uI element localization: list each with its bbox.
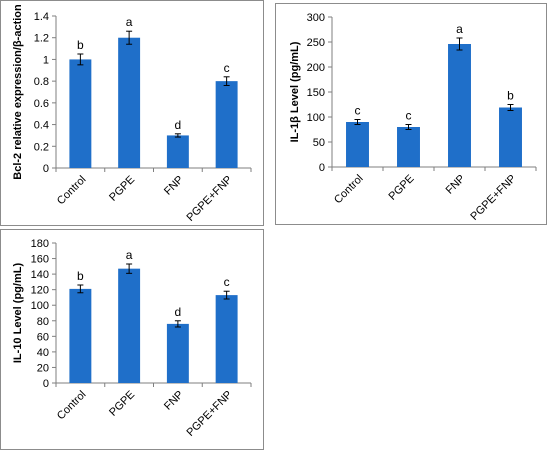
il1b-bar: [448, 44, 471, 167]
bcl2-bar: [215, 81, 238, 168]
il1b-significance-label: c: [406, 109, 412, 123]
bcl2-y-tick-label: 0.8: [34, 76, 49, 88]
il10-chart-panel: 0 20 40 60 80 100 120 140 160 180 b Control a PGPE d FN…: [0, 229, 264, 450]
il1b-category-label: FNP: [444, 173, 468, 197]
il10-y-tick-label: 40: [37, 347, 49, 359]
il10-y-tick-label: 180: [31, 238, 49, 250]
il10-y-tick-label: 100: [31, 300, 49, 312]
bcl2-category-label: PGPE: [107, 174, 137, 204]
bcl2-significance-label: c: [224, 61, 230, 75]
il10-significance-label: b: [77, 269, 84, 283]
bcl2-significance-label: d: [175, 118, 182, 132]
il1b-bar: [499, 107, 522, 167]
il1b-significance-label: b: [507, 89, 514, 103]
il1b-y-tick-label: 100: [307, 112, 325, 124]
il10-y-tick-label: 120: [31, 285, 49, 297]
bcl2-chart-panel: 0 0.2 0.4 0.6 0.8 1 1.2 1.4 b Control a PGPE d FNP c PG…: [0, 0, 264, 226]
il10-significance-label: a: [126, 248, 133, 262]
il1b-bar: [397, 127, 420, 167]
il10-bar: [215, 295, 238, 383]
il10-y-tick-label: 80: [37, 316, 49, 328]
il10-category-label: PGPE+FNP: [185, 389, 235, 439]
il1b-chart-panel: 0 50 100 150 200 250 300 c Control c PGPE a FNP b PGPE…: [275, 3, 547, 225]
bcl2-significance-label: a: [126, 15, 133, 29]
il1b-y-tick-label: 250: [307, 37, 325, 49]
il10-category-label: FNP: [162, 389, 186, 413]
bcl2-category-label: Control: [55, 174, 89, 208]
bcl2-y-tick-label: 1.2: [34, 33, 49, 45]
il10-y-tick-label: 140: [31, 269, 49, 281]
bcl2-y-tick-label: 0.2: [34, 141, 49, 153]
il10-category-label: PGPE: [107, 389, 137, 419]
il1b-y-tick-label: 200: [307, 62, 325, 74]
bcl2-y-tick-label: 0.4: [34, 120, 49, 132]
il10-category-label: Control: [55, 389, 89, 423]
bcl2-bar-chart: 0 0.2 0.4 0.6 0.8 1 1.2 1.4 b Control a PGPE d FNP c PG…: [12, 4, 252, 224]
bcl2-bar: [69, 59, 92, 168]
il10-bar-chart: 0 20 40 60 80 100 120 140 160 180 b Control a PGPE d FN…: [12, 238, 252, 439]
bcl2-y-tick-label: 0.6: [34, 98, 49, 110]
il1b-category-label: PGPE: [387, 173, 417, 203]
il10-y-tick-label: 20: [37, 362, 49, 374]
bcl2-bar: [166, 135, 189, 168]
il10-y-tick-label: 160: [31, 254, 49, 266]
bcl2-bar: [118, 37, 141, 168]
bcl2-category-label: FNP: [162, 174, 186, 198]
bcl2-y-tick-label: 1.4: [34, 11, 49, 23]
il10-y-axis-title: IL-10 Level (pg/mL): [12, 263, 24, 364]
bcl2-category-label: PGPE+FNP: [185, 174, 235, 224]
bcl2-y-axis-title: Bcl-2 relative expression/β-action: [12, 4, 24, 180]
il1b-significance-label: c: [355, 104, 361, 118]
il1b-bar-chart: 0 50 100 150 200 250 300 c Control c PGPE a FNP b PGPE…: [289, 12, 537, 223]
il1b-y-tick-label: 0: [319, 162, 325, 174]
il1b-bar: [346, 122, 369, 167]
il10-bar: [69, 288, 92, 383]
il1b-significance-label: a: [456, 22, 463, 36]
il1b-y-axis-title: IL-1β Level (pg/mL): [289, 41, 301, 142]
bcl2-significance-label: b: [77, 38, 84, 52]
il1b-y-tick-label: 150: [307, 87, 325, 99]
il10-y-tick-label: 60: [37, 331, 49, 343]
il10-significance-label: c: [224, 275, 230, 289]
il10-bar: [166, 323, 189, 383]
bcl2-y-tick-label: 1: [43, 54, 49, 66]
il1b-category-label: Control: [332, 173, 366, 207]
bcl2-y-tick-label: 0: [43, 163, 49, 175]
il1b-category-label: PGPE+FNP: [468, 173, 518, 223]
il10-bar: [118, 268, 141, 383]
il10-y-tick-label: 0: [43, 378, 49, 390]
il10-significance-label: d: [175, 305, 182, 319]
il1b-y-tick-label: 300: [307, 12, 325, 24]
il1b-y-tick-label: 50: [313, 137, 325, 149]
